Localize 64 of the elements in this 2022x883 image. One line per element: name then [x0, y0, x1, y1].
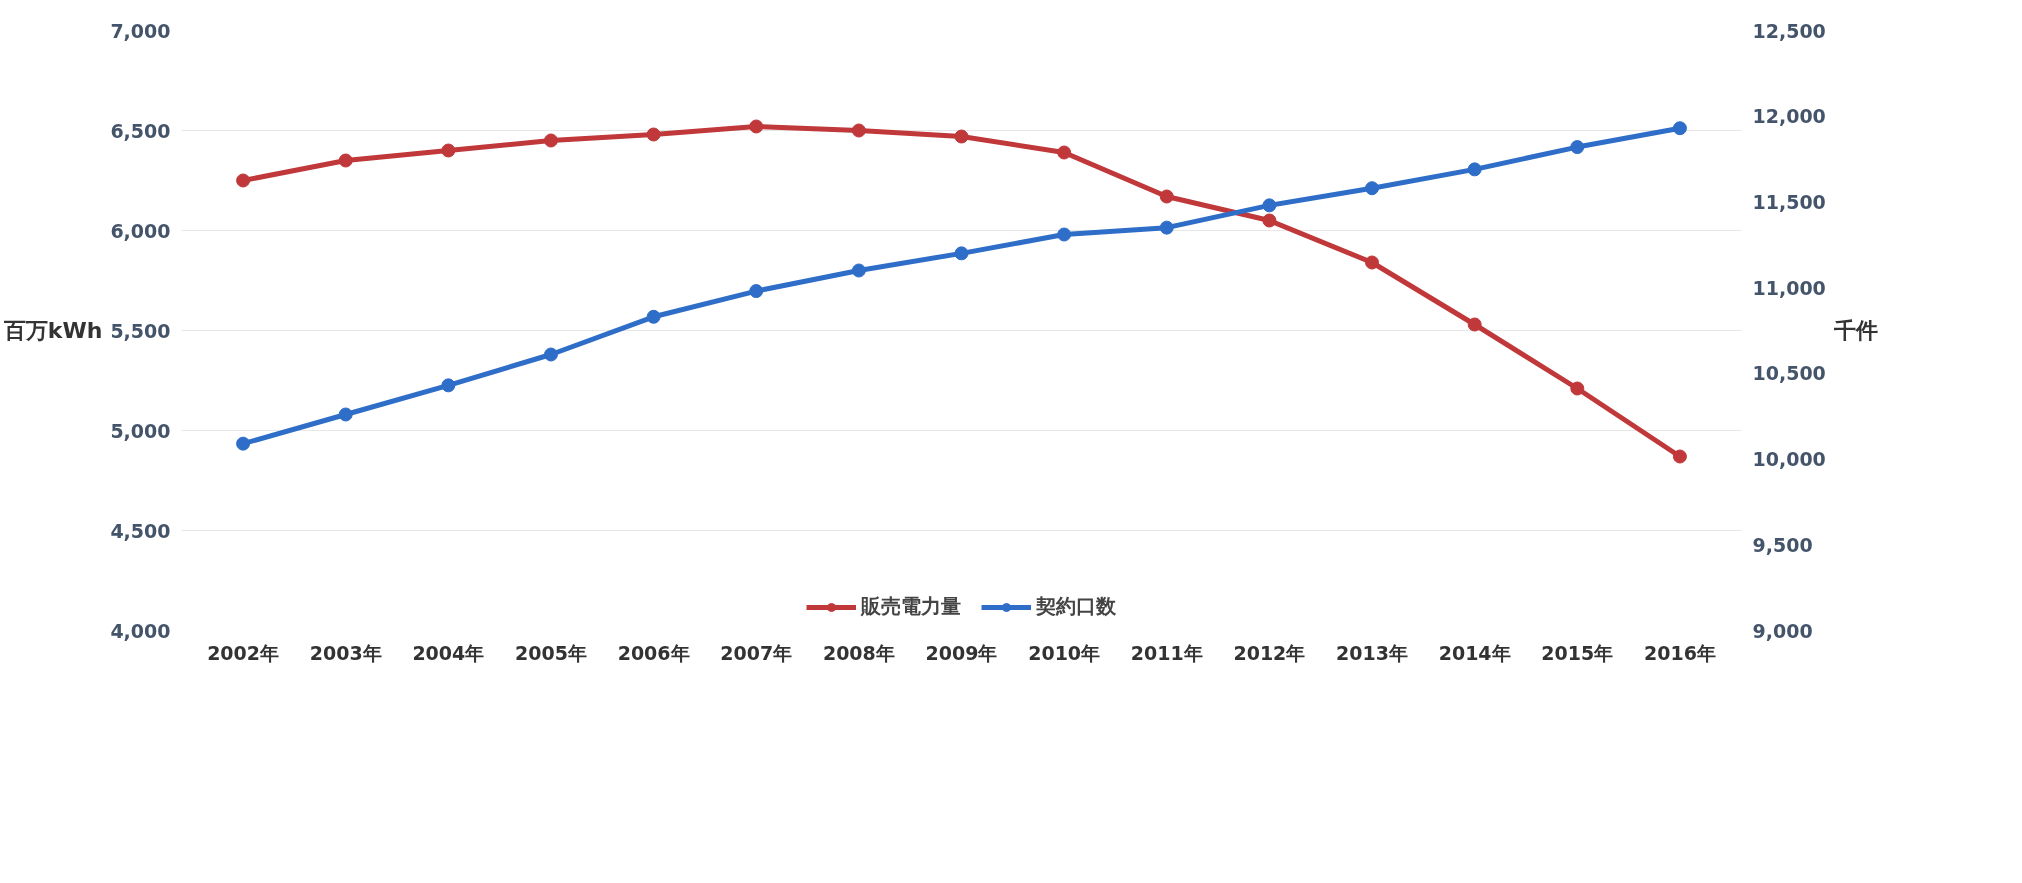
- x-tick-label: 2015年: [1541, 641, 1614, 664]
- point: [749, 119, 764, 134]
- point: [338, 407, 353, 422]
- x-tick-label: 2009年: [925, 641, 998, 664]
- point: [954, 246, 969, 261]
- y-axis-title: 百万kWh: [2, 318, 103, 343]
- x-tick-label: 2010年: [1028, 641, 1101, 664]
- point: [441, 378, 456, 393]
- x-tick-label: 2005年: [515, 641, 587, 664]
- legend-label: 販売電力量: [861, 593, 961, 620]
- point: [1365, 255, 1380, 270]
- x-tick-label: 2003年: [309, 641, 382, 664]
- point: [1467, 162, 1482, 177]
- x-tick-label: 2006年: [617, 641, 690, 664]
- y2-tick-label: 11,000: [1752, 276, 1826, 299]
- point: [441, 143, 456, 158]
- y2-tick-label: 10,000: [1752, 448, 1826, 471]
- y2-tick-label: 12,500: [1752, 19, 1826, 42]
- point: [236, 436, 251, 451]
- point: [1467, 317, 1482, 332]
- point: [749, 284, 764, 299]
- x-tick-label: 2011年: [1130, 641, 1203, 664]
- x-tick-label: 2014年: [1438, 641, 1511, 664]
- point: [646, 127, 661, 142]
- point: [1570, 381, 1585, 396]
- x-tick-label: 2016年: [1643, 641, 1716, 664]
- point: [1672, 449, 1687, 464]
- point: [543, 347, 558, 362]
- y2-tick-label: 9,500: [1752, 533, 1813, 556]
- x-tick-label: 2012年: [1233, 641, 1306, 664]
- point: [646, 309, 661, 324]
- y2-tick-label: 11,500: [1752, 190, 1826, 213]
- y-tick-label: 6,500: [110, 119, 171, 142]
- x-tick-label: 2007年: [720, 641, 793, 664]
- point: [1159, 189, 1174, 204]
- legend-label: 契約口数: [1036, 593, 1116, 620]
- point: [338, 153, 353, 168]
- point: [543, 133, 558, 148]
- point: [1159, 220, 1174, 235]
- point: [851, 263, 866, 278]
- y-tick-label: 5,000: [110, 419, 171, 442]
- y2-tick-label: 9,000: [1752, 619, 1813, 642]
- y-tick-label: 5,500: [110, 319, 171, 342]
- point: [1365, 181, 1380, 196]
- y2-tick-label: 12,000: [1752, 105, 1826, 128]
- point: [954, 129, 969, 144]
- point: [236, 173, 251, 188]
- x-tick-label: 2008年: [822, 641, 895, 664]
- y-tick-label: 4,500: [110, 519, 171, 542]
- point: [1262, 213, 1277, 228]
- x-tick-label: 2002年: [207, 641, 280, 664]
- y-tick-label: 4,000: [110, 619, 171, 642]
- point: [1262, 198, 1277, 213]
- point: [851, 123, 866, 138]
- point: [1672, 121, 1687, 136]
- point: [1057, 145, 1072, 160]
- x-tick-label: 2013年: [1336, 641, 1408, 664]
- x-tick-label: 2004年: [412, 641, 485, 664]
- y-tick-label: 7,000: [110, 19, 171, 42]
- point: [1057, 227, 1072, 242]
- y-tick-label: 6,000: [110, 219, 171, 242]
- y2-axis-title: 千件: [1832, 318, 1878, 343]
- point: [1570, 140, 1585, 155]
- y2-tick-label: 10,500: [1752, 362, 1826, 385]
